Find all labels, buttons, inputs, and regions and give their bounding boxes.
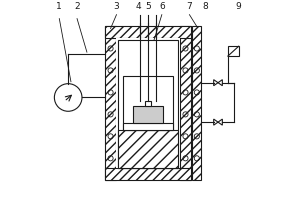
Bar [116, 38, 180, 168]
Text: 7: 7 [187, 2, 192, 11]
Text: 1: 1 [56, 2, 62, 11]
Text: 4: 4 [135, 2, 141, 11]
Bar [180, 26, 191, 180]
Bar [145, 101, 151, 106]
Bar [118, 130, 178, 168]
Text: 6: 6 [159, 2, 165, 11]
Bar [105, 26, 116, 180]
Bar [228, 46, 239, 56]
Text: 2: 2 [74, 2, 80, 11]
Bar [105, 168, 191, 180]
Text: 8: 8 [202, 2, 208, 11]
Bar [192, 26, 201, 180]
Text: 9: 9 [236, 2, 242, 11]
Text: 3: 3 [114, 2, 119, 11]
Bar [123, 76, 173, 130]
Bar [105, 26, 191, 38]
Bar [133, 106, 163, 123]
Bar [123, 123, 173, 130]
Bar [118, 40, 178, 168]
Text: 5: 5 [145, 2, 151, 11]
